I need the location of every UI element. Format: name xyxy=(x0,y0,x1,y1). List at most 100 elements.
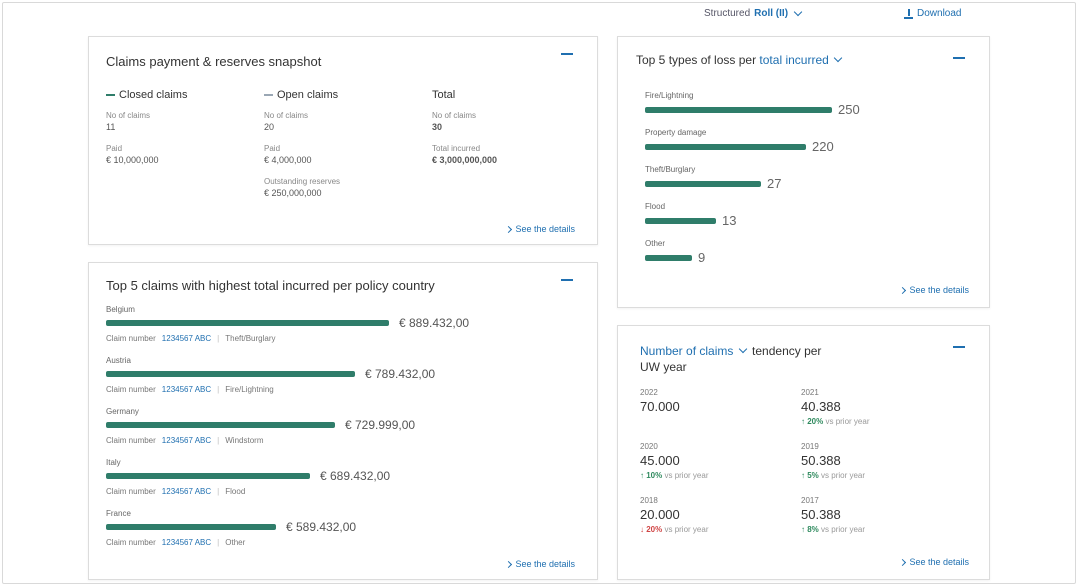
open-claims-column: Open claims No of claims 20 Paid € 4,000… xyxy=(264,89,414,198)
claim-number-link[interactable]: 1234567 ABC xyxy=(161,487,212,496)
claim-loss-type: Flood xyxy=(225,487,246,496)
uw-year-value: 20.000 xyxy=(640,507,680,522)
delta-percent: ↓ 20% xyxy=(640,525,663,534)
uw-year: 2017 xyxy=(801,496,819,505)
claim-amount: € 689.432,00 xyxy=(320,469,391,483)
tendency-card: Number of claims tendency per UW year 20… xyxy=(617,325,990,580)
download-label: Download xyxy=(917,8,962,19)
loss-type-count: 27 xyxy=(767,176,782,191)
loss-type-row: Theft/Burglary 27 xyxy=(645,165,965,191)
delta-text: vs prior year xyxy=(821,471,866,480)
claim-number-link[interactable]: 1234567 ABC xyxy=(161,385,212,394)
loss-type-count: 220 xyxy=(812,139,834,154)
open-count-label: No of claims xyxy=(264,111,309,120)
tendency-collapse-button[interactable] xyxy=(953,346,965,348)
tendency-see-details-link[interactable]: See the details xyxy=(899,557,969,567)
open-paid-label: Paid xyxy=(264,144,281,153)
chevron-down-icon[interactable] xyxy=(833,53,843,63)
loss-type-bar xyxy=(645,217,716,224)
top-claims-card: Top 5 claims with highest total incurred… xyxy=(88,262,598,580)
claim-bar xyxy=(106,320,389,326)
total-title: Total xyxy=(432,89,456,101)
loss-type-bar xyxy=(645,106,832,113)
top-claims-see-details-link[interactable]: See the details xyxy=(505,559,575,569)
claim-bar xyxy=(106,422,335,428)
tendency-title-line2: UW year xyxy=(640,360,687,374)
claim-country: Belgium xyxy=(106,305,135,314)
chevron-down-icon[interactable] xyxy=(793,7,803,17)
claim-amount: € 889.432,00 xyxy=(399,316,470,330)
closed-title: Closed claims xyxy=(119,89,188,101)
closed-paid-label: Paid xyxy=(106,144,123,153)
download-button[interactable]: Download xyxy=(904,8,961,19)
uw-year-delta: ↑ 10% vs prior year xyxy=(640,471,780,480)
claim-number-label: Claim number xyxy=(106,436,156,445)
arrow-right-icon xyxy=(505,225,513,233)
uw-year-value: 50.388 xyxy=(801,507,841,522)
claim-amount: € 789.432,00 xyxy=(365,367,436,381)
delta-text: vs prior year xyxy=(825,417,870,426)
loss-type-bar xyxy=(645,180,761,187)
uw-year-cell: 2022 70.000 xyxy=(640,388,780,414)
loss-type-name: Property damage xyxy=(645,128,707,137)
snapshot-card: Claims payment & reserves snapshot Close… xyxy=(88,36,598,245)
open-legend-swatch xyxy=(264,94,273,96)
chevron-down-icon[interactable] xyxy=(738,344,747,354)
top-claims-title: Top 5 claims with highest total incurred… xyxy=(106,278,435,293)
claim-row: Austria € 789.432,00 Claim number 1234567 A… xyxy=(106,356,576,394)
claim-bar xyxy=(106,524,276,530)
claim-number-link[interactable]: 1234567 ABC xyxy=(161,538,212,547)
claim-number-label: Claim number xyxy=(106,334,156,343)
uw-year-value: 50.388 xyxy=(801,453,841,468)
uw-year-delta: ↑ 20% vs prior year xyxy=(801,417,941,426)
snapshot-collapse-button[interactable] xyxy=(561,53,573,55)
open-reserve-label: Outstanding reserves xyxy=(264,177,341,186)
filter-label: Structured xyxy=(704,8,751,19)
uw-year-value: 45.000 xyxy=(640,453,680,468)
loss-type-name: Flood xyxy=(645,202,666,211)
loss-type-row: Other 9 xyxy=(645,239,965,265)
loss-type-name: Theft/Burglary xyxy=(645,165,696,174)
claim-country: Austria xyxy=(106,356,131,365)
claim-loss-type: Fire/Lightning xyxy=(225,385,274,394)
snapshot-title: Claims payment & reserves snapshot xyxy=(106,54,322,69)
closed-claims-column: Closed claims No of claims 11 Paid € 10,… xyxy=(106,89,256,165)
loss-type-count: 9 xyxy=(698,250,706,265)
claim-number-link[interactable]: 1234567 ABC xyxy=(161,436,212,445)
top-claims-collapse-button[interactable] xyxy=(561,279,573,281)
delta-text: vs prior year xyxy=(821,525,866,534)
loss-type-count: 250 xyxy=(838,102,860,117)
uw-year-cell: 2021 40.388 ↑ 20% vs prior year xyxy=(801,388,941,426)
top-types-see-details-link[interactable]: See the details xyxy=(899,285,969,295)
delta-percent: ↑ 8% xyxy=(801,525,819,534)
loss-type-row: Flood 13 xyxy=(645,202,965,228)
total-column: Total No of claims 30 Total incurred € 3… xyxy=(432,89,582,165)
open-reserve: € 250,000,000 xyxy=(264,188,322,198)
see-details-label: See the details xyxy=(909,557,969,567)
claim-amount: € 589.432,00 xyxy=(286,520,357,534)
open-paid: € 4,000,000 xyxy=(264,155,312,165)
claim-number-link[interactable]: 1234567 ABC xyxy=(161,334,212,343)
claim-number-label: Claim number xyxy=(106,538,156,547)
uw-year-delta: ↑ 8% vs prior year xyxy=(801,525,941,534)
filter-value[interactable]: Roll (II) xyxy=(754,8,789,19)
claim-loss-type: Other xyxy=(225,538,246,547)
tendency-metric-select[interactable]: Number of claims xyxy=(640,344,734,358)
loss-type-bar xyxy=(645,254,692,261)
loss-type-bar xyxy=(645,143,806,150)
top-types-metric-select[interactable]: total incurred xyxy=(759,53,829,67)
uw-year: 2022 xyxy=(640,388,658,397)
snapshot-see-details-link[interactable]: See the details xyxy=(505,224,575,234)
see-details-label: See the details xyxy=(515,559,575,569)
top-types-collapse-button[interactable] xyxy=(953,57,965,59)
claim-country: Italy xyxy=(106,458,121,467)
uw-year: 2019 xyxy=(801,442,819,451)
uw-year-value: 40.388 xyxy=(801,399,841,414)
uw-year-cell: 2017 50.388 ↑ 8% vs prior year xyxy=(801,496,941,534)
filter-bar[interactable]: Structured Roll (II) xyxy=(704,7,804,19)
arrow-right-icon xyxy=(505,560,513,568)
delta-percent: ↑ 10% xyxy=(640,471,663,480)
tendency-title-rest: tendency per xyxy=(752,344,822,358)
claim-bar xyxy=(106,371,355,377)
